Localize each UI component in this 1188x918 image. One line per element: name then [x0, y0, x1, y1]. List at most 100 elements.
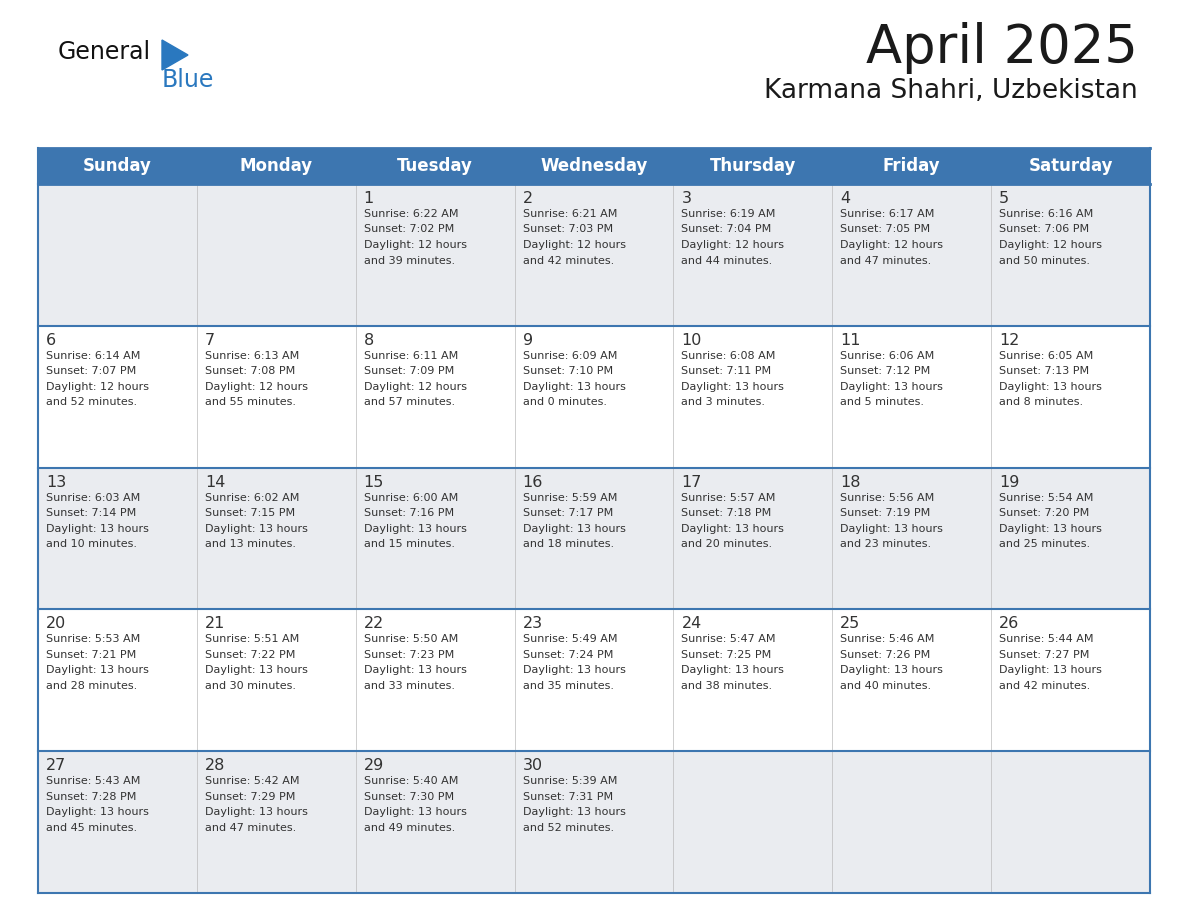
- Text: 21: 21: [204, 616, 226, 632]
- Text: General: General: [58, 40, 151, 64]
- Bar: [38, 184, 1150, 326]
- Text: Sunset: 7:12 PM: Sunset: 7:12 PM: [840, 366, 930, 376]
- Text: Sunset: 7:28 PM: Sunset: 7:28 PM: [46, 791, 137, 801]
- Text: Sunrise: 5:39 AM: Sunrise: 5:39 AM: [523, 777, 617, 786]
- Text: Sunrise: 5:44 AM: Sunrise: 5:44 AM: [999, 634, 1094, 644]
- Text: Sunset: 7:06 PM: Sunset: 7:06 PM: [999, 225, 1089, 234]
- Text: Sunset: 7:31 PM: Sunset: 7:31 PM: [523, 791, 613, 801]
- Text: Sunset: 7:26 PM: Sunset: 7:26 PM: [840, 650, 930, 660]
- Text: Sunset: 7:15 PM: Sunset: 7:15 PM: [204, 508, 295, 518]
- Text: and 47 minutes.: and 47 minutes.: [840, 255, 931, 265]
- Text: and 35 minutes.: and 35 minutes.: [523, 681, 613, 691]
- Text: Sunrise: 6:00 AM: Sunrise: 6:00 AM: [364, 493, 457, 502]
- Text: Daylight: 13 hours: Daylight: 13 hours: [523, 523, 625, 533]
- Text: and 38 minutes.: and 38 minutes.: [682, 681, 772, 691]
- Text: 23: 23: [523, 616, 543, 632]
- Text: Sunset: 7:10 PM: Sunset: 7:10 PM: [523, 366, 613, 376]
- Text: Sunset: 7:09 PM: Sunset: 7:09 PM: [364, 366, 454, 376]
- Text: Sunset: 7:19 PM: Sunset: 7:19 PM: [840, 508, 930, 518]
- Text: Sunset: 7:03 PM: Sunset: 7:03 PM: [523, 225, 613, 234]
- Text: and 13 minutes.: and 13 minutes.: [204, 539, 296, 549]
- Text: Friday: Friday: [883, 157, 941, 175]
- Text: Sunset: 7:25 PM: Sunset: 7:25 PM: [682, 650, 772, 660]
- Text: Monday: Monday: [240, 157, 312, 175]
- Text: Sunset: 7:17 PM: Sunset: 7:17 PM: [523, 508, 613, 518]
- Text: 30: 30: [523, 758, 543, 773]
- Text: and 50 minutes.: and 50 minutes.: [999, 255, 1091, 265]
- Text: Daylight: 13 hours: Daylight: 13 hours: [523, 807, 625, 817]
- Text: Sunset: 7:02 PM: Sunset: 7:02 PM: [364, 225, 454, 234]
- Text: Daylight: 13 hours: Daylight: 13 hours: [682, 523, 784, 533]
- Text: Sunrise: 6:02 AM: Sunrise: 6:02 AM: [204, 493, 299, 502]
- Text: Daylight: 13 hours: Daylight: 13 hours: [682, 666, 784, 676]
- Text: Daylight: 12 hours: Daylight: 12 hours: [682, 240, 784, 250]
- Text: 29: 29: [364, 758, 384, 773]
- Text: 18: 18: [840, 475, 861, 489]
- Bar: [38, 148, 1150, 184]
- Text: 2: 2: [523, 191, 532, 206]
- Text: 17: 17: [682, 475, 702, 489]
- Text: Sunset: 7:20 PM: Sunset: 7:20 PM: [999, 508, 1089, 518]
- Text: and 20 minutes.: and 20 minutes.: [682, 539, 772, 549]
- Text: Daylight: 12 hours: Daylight: 12 hours: [523, 240, 626, 250]
- Text: Sunrise: 5:50 AM: Sunrise: 5:50 AM: [364, 634, 457, 644]
- Text: Sunset: 7:23 PM: Sunset: 7:23 PM: [364, 650, 454, 660]
- Text: Daylight: 13 hours: Daylight: 13 hours: [999, 666, 1102, 676]
- Text: Sunset: 7:21 PM: Sunset: 7:21 PM: [46, 650, 137, 660]
- Text: and 40 minutes.: and 40 minutes.: [840, 681, 931, 691]
- Text: Daylight: 13 hours: Daylight: 13 hours: [999, 382, 1102, 392]
- Text: Sunrise: 6:22 AM: Sunrise: 6:22 AM: [364, 209, 459, 219]
- Text: 10: 10: [682, 333, 702, 348]
- Text: and 52 minutes.: and 52 minutes.: [523, 823, 614, 833]
- Text: Sunrise: 6:16 AM: Sunrise: 6:16 AM: [999, 209, 1093, 219]
- Text: 14: 14: [204, 475, 226, 489]
- Text: Wednesday: Wednesday: [541, 157, 647, 175]
- Text: and 42 minutes.: and 42 minutes.: [523, 255, 614, 265]
- Text: Sunset: 7:22 PM: Sunset: 7:22 PM: [204, 650, 296, 660]
- Text: Karmana Shahri, Uzbekistan: Karmana Shahri, Uzbekistan: [764, 78, 1138, 104]
- Text: Sunset: 7:30 PM: Sunset: 7:30 PM: [364, 791, 454, 801]
- Text: Daylight: 13 hours: Daylight: 13 hours: [364, 807, 467, 817]
- Text: Tuesday: Tuesday: [397, 157, 473, 175]
- Text: Daylight: 13 hours: Daylight: 13 hours: [46, 807, 148, 817]
- Text: 4: 4: [840, 191, 851, 206]
- Text: and 5 minutes.: and 5 minutes.: [840, 397, 924, 408]
- Text: Daylight: 13 hours: Daylight: 13 hours: [523, 666, 625, 676]
- Text: Sunset: 7:04 PM: Sunset: 7:04 PM: [682, 225, 772, 234]
- Text: Sunrise: 5:57 AM: Sunrise: 5:57 AM: [682, 493, 776, 502]
- Text: and 52 minutes.: and 52 minutes.: [46, 397, 137, 408]
- Text: Daylight: 12 hours: Daylight: 12 hours: [999, 240, 1102, 250]
- Text: Daylight: 12 hours: Daylight: 12 hours: [364, 240, 467, 250]
- Text: Sunset: 7:05 PM: Sunset: 7:05 PM: [840, 225, 930, 234]
- Text: and 57 minutes.: and 57 minutes.: [364, 397, 455, 408]
- Text: Sunrise: 5:53 AM: Sunrise: 5:53 AM: [46, 634, 140, 644]
- Text: and 47 minutes.: and 47 minutes.: [204, 823, 296, 833]
- Text: and 42 minutes.: and 42 minutes.: [999, 681, 1091, 691]
- Text: Daylight: 13 hours: Daylight: 13 hours: [840, 523, 943, 533]
- Bar: [38, 467, 1150, 610]
- Text: Daylight: 13 hours: Daylight: 13 hours: [682, 382, 784, 392]
- Text: Sunrise: 6:19 AM: Sunrise: 6:19 AM: [682, 209, 776, 219]
- Text: and 28 minutes.: and 28 minutes.: [46, 681, 138, 691]
- Text: Daylight: 13 hours: Daylight: 13 hours: [840, 666, 943, 676]
- Bar: [38, 751, 1150, 893]
- Text: Daylight: 12 hours: Daylight: 12 hours: [204, 382, 308, 392]
- Text: 1: 1: [364, 191, 374, 206]
- Text: Sunset: 7:07 PM: Sunset: 7:07 PM: [46, 366, 137, 376]
- Text: and 45 minutes.: and 45 minutes.: [46, 823, 137, 833]
- Text: 11: 11: [840, 333, 861, 348]
- Text: Daylight: 13 hours: Daylight: 13 hours: [204, 523, 308, 533]
- Text: Daylight: 12 hours: Daylight: 12 hours: [364, 382, 467, 392]
- Text: Sunrise: 5:49 AM: Sunrise: 5:49 AM: [523, 634, 617, 644]
- Text: Sunrise: 5:46 AM: Sunrise: 5:46 AM: [840, 634, 935, 644]
- Text: Sunrise: 6:05 AM: Sunrise: 6:05 AM: [999, 351, 1093, 361]
- Text: Sunrise: 6:17 AM: Sunrise: 6:17 AM: [840, 209, 935, 219]
- Text: Daylight: 13 hours: Daylight: 13 hours: [364, 666, 467, 676]
- Text: Sunrise: 5:54 AM: Sunrise: 5:54 AM: [999, 493, 1093, 502]
- Text: and 49 minutes.: and 49 minutes.: [364, 823, 455, 833]
- Text: 8: 8: [364, 333, 374, 348]
- Text: 12: 12: [999, 333, 1019, 348]
- Text: 27: 27: [46, 758, 67, 773]
- Text: Sunset: 7:27 PM: Sunset: 7:27 PM: [999, 650, 1089, 660]
- Text: and 33 minutes.: and 33 minutes.: [364, 681, 455, 691]
